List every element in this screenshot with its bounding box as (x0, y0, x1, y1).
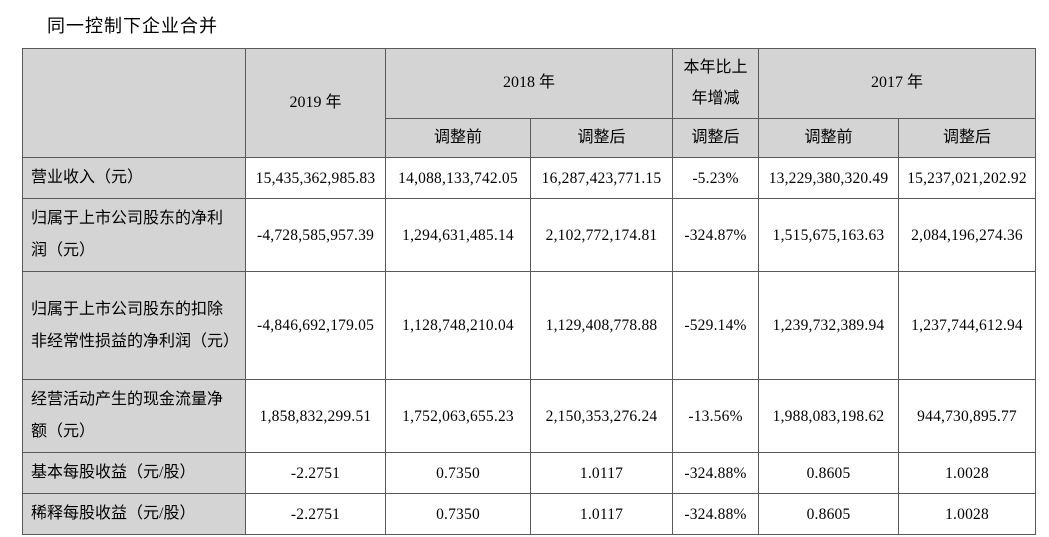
row-label: 归属于上市公司股东的扣除非经常性损益的净利润（元） (22, 271, 246, 381)
subheader-2017-pre-adjustment: 调整前 (758, 117, 900, 159)
cell-change-value: -5.23% (672, 157, 760, 200)
cell-2019-value: -4,846,692,179.05 (245, 271, 386, 381)
cell-2018-pre-value: 0.7350 (385, 493, 531, 536)
header-row-adjustments: 调整前 调整后 调整后 调整前 调整后 (23, 117, 1037, 159)
cell-2019-value: -2.2751 (245, 452, 386, 495)
cell-2018-pre-value: 1,752,063,655.23 (385, 379, 531, 454)
cell-2018-pre-value: 14,088,133,742.05 (385, 157, 531, 200)
cell-2017-post-value: 1,237,744,612.94 (898, 271, 1037, 381)
cell-2019-value: -2.2751 (245, 493, 386, 536)
subheader-2018-pre-adjustment: 调整前 (385, 117, 531, 159)
cell-change-value: -529.14% (672, 271, 760, 381)
header-year-2018: 2018 年 (384, 48, 674, 119)
cell-2017-pre-value: 0.8605 (758, 452, 900, 495)
header-year-2019: 2019 年 (245, 47, 386, 159)
cell-2018-pre-value: 1,294,631,485.14 (385, 198, 531, 273)
cell-2017-post-value: 1.0028 (898, 493, 1037, 536)
row-label: 营业收入（元） (22, 157, 246, 200)
table-row-operating-cash-flow: 经营活动产生的现金流量净额（元） 1,858,832,299.51 1,752,… (22, 379, 1037, 454)
cell-change-value: -13.56% (672, 379, 760, 454)
cell-2017-pre-value: 13,229,380,320.49 (758, 157, 900, 200)
table-row-diluted-eps: 稀释每股收益（元/股） -2.2751 0.7350 1.0117 -324.8… (22, 493, 1037, 536)
cell-change-value: -324.87% (672, 198, 760, 273)
subheader-change-post-adjustment: 调整后 (672, 117, 760, 159)
cell-2018-post-value: 1.0117 (529, 452, 674, 495)
header-change-vs-last-year: 本年比上年增减 (672, 48, 760, 119)
header-corner-cell (22, 47, 246, 159)
table-row-basic-eps: 基本每股收益（元/股） -2.2751 0.7350 1.0117 -324.8… (22, 452, 1037, 495)
row-label: 归属于上市公司股东的净利润（元） (22, 198, 246, 273)
table-row-net-profit-excl-nonrecurring: 归属于上市公司股东的扣除非经常性损益的净利润（元） -4,846,692,179… (22, 271, 1037, 381)
cell-2017-post-value: 15,237,021,202.92 (898, 157, 1037, 200)
cell-2017-pre-value: 1,239,732,389.94 (758, 271, 900, 381)
cell-change-value: -324.88% (672, 493, 760, 536)
header-year-2017: 2017 年 (758, 48, 1037, 119)
subheader-2018-post-adjustment: 调整后 (529, 117, 674, 159)
row-label: 稀释每股收益（元/股） (22, 493, 246, 536)
cell-2017-post-value: 2,084,196,274.36 (898, 198, 1037, 273)
cell-2019-value: 1,858,832,299.51 (245, 379, 386, 454)
cell-2018-post-value: 2,102,772,174.81 (529, 198, 674, 273)
cell-2018-pre-value: 0.7350 (385, 452, 531, 495)
cell-2019-value: 15,435,362,985.83 (245, 157, 386, 200)
cell-2017-pre-value: 0.8605 (758, 493, 900, 536)
cell-2017-post-value: 1.0028 (898, 452, 1037, 495)
cell-2018-post-value: 2,150,353,276.24 (529, 379, 674, 454)
financial-comparison-table: 2019 年 2018 年 本年比上年增减 2017 年 调整前 调整后 调整后… (22, 47, 1037, 536)
cell-2017-pre-value: 1,515,675,163.63 (758, 198, 900, 273)
row-label: 基本每股收益（元/股） (22, 452, 246, 495)
cell-2017-pre-value: 1,988,083,198.62 (758, 379, 900, 454)
subheader-2017-post-adjustment: 调整后 (898, 117, 1037, 159)
cell-2018-pre-value: 1,128,748,210.04 (385, 271, 531, 381)
table-row-operating-revenue: 营业收入（元） 15,435,362,985.83 14,088,133,742… (22, 157, 1037, 200)
cell-2018-post-value: 16,287,423,771.15 (529, 157, 674, 200)
cell-2017-post-value: 944,730,895.77 (898, 379, 1037, 454)
table-row-net-profit: 归属于上市公司股东的净利润（元） -4,728,585,957.39 1,294… (22, 198, 1037, 273)
cell-2018-post-value: 1,129,408,778.88 (529, 271, 674, 381)
cell-2019-value: -4,728,585,957.39 (245, 198, 386, 273)
cell-change-value: -324.88% (672, 452, 760, 495)
row-label: 经营活动产生的现金流量净额（元） (22, 379, 246, 454)
header-row-years: 2019 年 2018 年 本年比上年增减 2017 年 (22, 47, 1037, 159)
cell-2018-post-value: 1.0117 (529, 493, 674, 536)
section-title: 同一控制下企业合并 (47, 16, 218, 36)
